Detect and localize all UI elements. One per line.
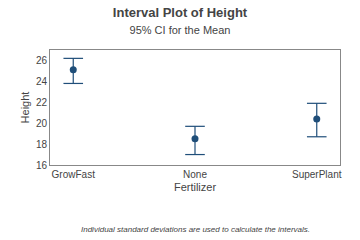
svg-text:Fertilizer: Fertilizer <box>174 181 217 193</box>
svg-text:Height: Height <box>19 92 31 124</box>
svg-text:SuperPlant: SuperPlant <box>292 169 342 180</box>
svg-text:None: None <box>183 169 207 180</box>
svg-text:24: 24 <box>36 76 48 87</box>
svg-text:Interval Plot of Height95% CI: Interval Plot of Height95% CI for the Me… <box>113 5 248 36</box>
svg-text:18: 18 <box>36 139 48 150</box>
svg-text:GrowFast: GrowFast <box>52 169 96 180</box>
svg-text:16: 16 <box>36 160 48 171</box>
svg-text:22: 22 <box>36 97 48 108</box>
svg-text:26: 26 <box>36 55 48 66</box>
svg-text:Individual standard deviations: Individual standard deviations are used … <box>81 225 310 234</box>
svg-text:20: 20 <box>36 118 48 129</box>
